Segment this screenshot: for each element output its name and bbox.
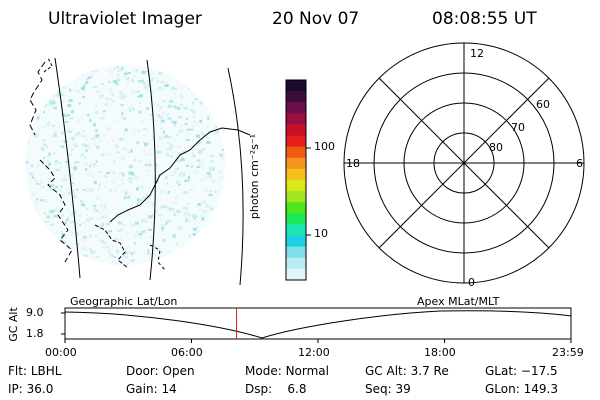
coastline [39,159,73,263]
polar-diagonal [378,77,550,249]
colorbar-cell [286,135,306,148]
colorbar-cell [286,257,306,270]
colorbar-cell [286,191,306,203]
orbit-frame [64,307,572,340]
colorbar [285,79,311,281]
status-glon: GLon: 149.3 [485,382,558,396]
meridian-line [227,67,244,286]
colorbar-cell [286,146,306,159]
x-tick-label: 00:00 [45,346,77,359]
coastline [94,224,129,269]
y-axis-title: GC Alt [6,307,20,342]
colorbar-cell [286,157,306,170]
colorbar-cell [286,80,306,92]
status-gain: Gain: 14 [126,382,177,396]
colorbar-cell [286,213,306,225]
time-label: 08:08:55 UT [432,9,537,29]
colorbar-unit-label: photon cm⁻²s⁻¹ [248,133,262,220]
polar-plot [343,42,585,284]
colorbar-cell [286,224,306,237]
status-seq: Seq: 39 [365,382,411,396]
coastline [43,57,53,73]
status-filter: Flt: LBHL [8,364,62,378]
colorbar-cell [286,124,306,137]
status-ip: IP: 36.0 [8,382,54,396]
meridian-line [54,57,81,279]
colorbar-cell [286,180,306,192]
status-glat: GLat: −17.5 [485,364,558,378]
left-caption: Geographic Lat/Lon [70,295,178,308]
x-tick-label: 23:59 [552,346,584,359]
x-tick-label: 06:00 [171,346,203,359]
colorbar-cell [286,113,306,125]
y-tick-label: 9.0 [26,306,44,319]
meridian-line [146,59,156,281]
right-caption: Apex MLat/MLT [417,295,500,308]
geographic-image [25,57,251,286]
mlt-label-6: 6 [576,157,583,170]
mlt-label-18: 18 [346,157,360,170]
colorbar-tick-label: 100 [314,140,335,153]
altitude-curve [64,310,572,339]
lat-label-80: 80 [489,141,503,154]
colorbar-cell [286,268,306,281]
x-tick-label: 18:00 [424,346,456,359]
status-mode: Mode: Normal [245,364,329,378]
y-tick-label: 1.8 [26,327,44,340]
colorbar-tick-label: 10 [314,227,328,240]
x-tick-label: 12:00 [298,346,330,359]
date-label: 20 Nov 07 [272,9,360,29]
status-door: Door: Open [126,364,195,378]
colorbar-cell [286,202,306,214]
colorbar-cell [286,102,306,114]
status-gc-alt: GC Alt: 3.7 Re [365,364,449,378]
colorbar-cell [286,246,306,259]
coastline [29,61,46,136]
mlt-label-12: 12 [470,47,484,60]
lat-label-60: 60 [536,98,550,111]
lat-label-70: 70 [511,121,525,134]
orbit-plot [61,307,572,343]
coastline [109,127,251,223]
mlt-label-0: 0 [468,276,475,289]
instrument-title: Ultraviolet Imager [48,9,202,29]
colorbar-cell [286,168,306,181]
status-dsp: Dsp: 6.8 [245,382,307,396]
colorbar-cell [286,235,306,248]
colorbar-cell [286,91,306,103]
